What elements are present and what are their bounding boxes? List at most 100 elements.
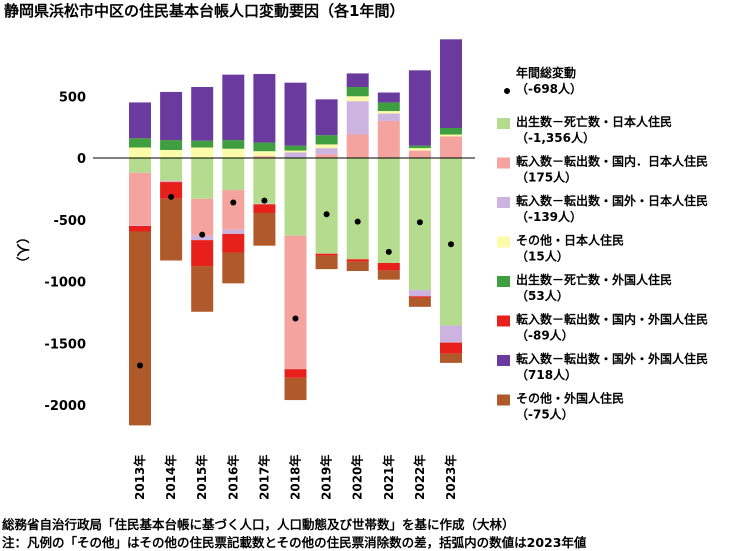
bar-segment-dom_jp	[129, 172, 151, 226]
bar-segment-oth_fr	[284, 377, 307, 401]
bar-segment-oth_fr	[253, 212, 276, 246]
bar-segment-intl_fr	[315, 99, 338, 136]
bar-segment-intl_jp	[346, 101, 369, 135]
bar-segment-nat_jp	[160, 158, 183, 181]
bar-segment-nat_jp	[284, 158, 307, 236]
bar-segment-oth_fr	[408, 297, 431, 307]
bar-segment-intl_fr	[160, 91, 183, 141]
bar-segment-intl_fr	[440, 39, 462, 128]
bar-stack	[377, 92, 400, 280]
bar-segment-oth_fr	[346, 261, 369, 272]
legend-swatch-nat_fr	[497, 276, 510, 287]
bar-stack	[160, 91, 183, 261]
legend-value: （175人）	[516, 170, 577, 185]
bar-segment-dom_jp	[440, 136, 462, 158]
bar-segment-oth_jp	[191, 147, 214, 158]
bar-segment-dom_jp	[346, 134, 369, 158]
y-tick-label: 500	[59, 90, 86, 105]
bar-stack	[191, 86, 214, 312]
bar-segment-dom_jp	[191, 198, 214, 236]
bar-segment-nat_fr	[440, 127, 462, 135]
legend-value: （-139人）	[516, 209, 582, 224]
bar-segment-intl_fr	[253, 74, 276, 143]
legend-label: その他・外国人住民	[516, 391, 624, 406]
bar-stack	[253, 74, 276, 246]
bar-segment-oth_jp	[129, 147, 151, 158]
total-marker	[292, 315, 299, 322]
total-marker	[230, 199, 237, 206]
legend-swatch-intl_fr	[497, 355, 510, 366]
bar-segment-dom_fr	[284, 369, 307, 378]
bar-segment-nat_fr	[222, 140, 245, 149]
bar-segment-intl_jp	[408, 290, 431, 297]
legend-swatch-oth_jp	[497, 236, 510, 248]
legend-value: （718人）	[516, 367, 577, 382]
bar-segment-nat_fr	[315, 135, 338, 145]
total-marker	[137, 362, 143, 369]
legend-value: （53人）	[516, 288, 569, 303]
x-tick-label: 2014年	[163, 455, 178, 500]
legend-label: 転入数－転出数・国外・外国人住民	[516, 351, 708, 366]
bar-segment-intl_fr	[346, 73, 369, 87]
bar-segment-dom_jp	[377, 120, 400, 158]
legend-swatch-intl_jp	[497, 197, 510, 208]
x-tick-label: 2020年	[350, 455, 365, 500]
x-tick-label: 2019年	[319, 455, 334, 500]
legend-label: その他・日本人住民	[516, 233, 624, 248]
bar-segment-oth_jp	[408, 148, 431, 151]
x-tick-label: 2015年	[194, 455, 209, 500]
bar-segment-oth_jp	[440, 134, 462, 137]
total-marker	[448, 241, 454, 248]
bar-segment-oth_jp	[377, 111, 400, 114]
x-tick-label: 2016年	[225, 455, 240, 500]
bar-segment-intl_fr	[222, 74, 245, 141]
bar-segment-nat_fr	[377, 102, 400, 112]
bar-segment-oth_jp	[253, 151, 276, 157]
bar-segment-nat_fr	[191, 140, 214, 148]
legend-label: 転入数－転出数・国外・日本人住民	[516, 193, 708, 208]
bar-segment-dom_jp	[315, 154, 338, 158]
bar-segment-intl_jp	[222, 229, 245, 234]
x-axis-labels: 2013年 2014年 2015年 2016年 2017年 2018年 2019年 2020年…	[132, 455, 458, 500]
x-tick-label: 2021年	[381, 455, 396, 500]
y-axis: 500 0 -500 -1000 -1500 -2000	[44, 90, 86, 414]
x-tick-label: 2023年	[443, 455, 458, 500]
bar-stack	[129, 102, 151, 426]
bar-segment-intl_jp	[440, 325, 462, 343]
legend-swatch-dom_fr	[497, 315, 510, 327]
bar-segment-nat_fr	[253, 142, 276, 152]
x-tick-label: 2017年	[256, 455, 271, 500]
bar-segment-nat_fr	[284, 145, 307, 151]
bar-segment-nat_jp	[315, 158, 338, 254]
legend-total-marker	[504, 88, 510, 94]
legend-label: 転入数－転出数・国内・外国人住民	[516, 312, 708, 327]
bar-stack	[346, 73, 369, 272]
legend-value: （-1,356人）	[516, 130, 595, 145]
y-tick-label: -500	[53, 214, 86, 229]
bar-segment-intl_fr	[377, 92, 400, 103]
bar-segment-oth_jp	[222, 148, 245, 158]
legend-value: （-698人）	[516, 81, 582, 96]
bar-segment-dom_fr	[191, 240, 214, 267]
bar-segment-dom_jp	[160, 180, 183, 182]
bar-stack	[315, 99, 338, 270]
legend-value: （-75人）	[516, 407, 574, 422]
legend-label: 転入数－転出数・国内．日本人住民	[516, 154, 708, 169]
bar-segment-nat_fr	[408, 145, 431, 149]
bar-segment-dom_fr	[315, 253, 338, 256]
bar-segment-dom_jp	[408, 150, 431, 158]
bar-segment-dom_fr	[160, 182, 183, 199]
bar-segment-nat_fr	[160, 140, 183, 150]
bar-segment-dom_fr	[377, 262, 400, 271]
bar-segment-nat_fr	[129, 138, 151, 148]
bar-segment-oth_jp	[160, 149, 183, 158]
bar-segment-intl_jp	[315, 148, 338, 155]
bar-segment-dom_jp	[284, 235, 307, 370]
legend-label: 出生数－死亡数・日本人住民	[516, 114, 672, 129]
bar-segment-intl_fr	[408, 70, 431, 146]
bar-segment-nat_jp	[253, 158, 276, 204]
legend-value: （15人）	[516, 249, 569, 264]
bar-segment-nat_jp	[377, 158, 400, 263]
bar-segment-intl_jp	[284, 152, 307, 158]
bar-segment-nat_jp	[222, 158, 245, 191]
